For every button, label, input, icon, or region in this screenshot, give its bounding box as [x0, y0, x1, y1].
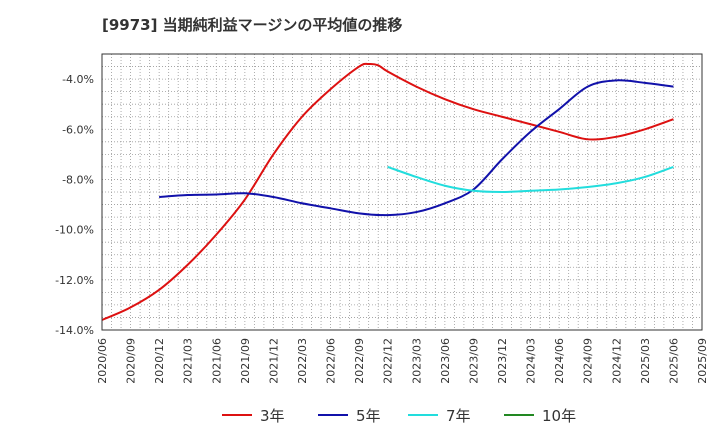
x-tick-label: 2022/12 — [382, 338, 395, 384]
series-line-0 — [101, 62, 674, 321]
y-tick-label: -14.0% — [55, 324, 94, 337]
x-tick-label: 2024/03 — [525, 338, 538, 384]
y-tick-label: -12.0% — [55, 274, 94, 287]
x-tick-label: 2023/09 — [467, 338, 480, 384]
legend-item: 5年 — [318, 402, 381, 428]
legend-swatch — [318, 414, 348, 416]
legend-label: 7年 — [446, 406, 471, 425]
x-tick-label: 2020/09 — [125, 338, 138, 384]
x-tick-label: 2022/06 — [325, 338, 338, 384]
x-tick-label: 2021/12 — [267, 338, 280, 384]
x-tick-label: 2021/06 — [210, 338, 223, 384]
y-tick-label: -4.0% — [62, 73, 94, 86]
legend-item: 3年 — [222, 402, 285, 428]
legend-label: 10年 — [542, 406, 577, 425]
grid — [102, 54, 702, 330]
chart-title: [9973] 当期純利益マージンの平均値の推移 — [102, 16, 403, 34]
x-tick-label: 2023/12 — [496, 338, 509, 384]
x-tick-label: 2020/12 — [153, 338, 166, 384]
legend-swatch — [408, 414, 438, 416]
y-tick-label: -6.0% — [62, 123, 94, 136]
x-axis: 2020/06 2020/09 2020/12 2021/03 2021/06 2021/… — [96, 338, 709, 384]
y-tick-label: -8.0% — [62, 173, 94, 186]
legend-label: 5年 — [356, 406, 381, 425]
legend-item: 7年 — [408, 402, 471, 428]
legend-swatch — [504, 414, 534, 416]
x-tick-label: 2020/06 — [96, 338, 109, 384]
x-tick-label: 2022/09 — [353, 338, 366, 384]
x-tick-label: 2025/06 — [667, 338, 680, 384]
x-tick-label: 2023/03 — [410, 338, 423, 384]
y-axis: -14.0% -12.0% -10.0% -8.0% -6.0% -4.0% — [55, 73, 94, 337]
x-tick-label: 2023/06 — [439, 338, 452, 384]
x-tick-label: 2024/09 — [582, 338, 595, 384]
x-tick-label: 2024/12 — [610, 338, 623, 384]
x-tick-label: 2025/09 — [696, 338, 709, 384]
y-tick-label: -10.0% — [55, 224, 94, 237]
series-layer — [101, 62, 674, 321]
x-tick-label: 2021/09 — [239, 338, 252, 384]
x-tick-label: 2022/03 — [296, 338, 309, 384]
x-tick-label: 2025/03 — [639, 338, 652, 384]
series-line-2 — [387, 165, 674, 193]
series-line-1 — [159, 79, 674, 217]
plot-frame — [101, 53, 703, 331]
x-tick-label: 2021/03 — [182, 338, 195, 384]
x-tick-label: 2024/06 — [553, 338, 566, 384]
legend: 3年 5年 7年 10年 — [0, 402, 720, 428]
legend-swatch — [222, 414, 252, 416]
legend-item: 10年 — [504, 402, 576, 428]
legend-label: 3年 — [260, 406, 285, 425]
